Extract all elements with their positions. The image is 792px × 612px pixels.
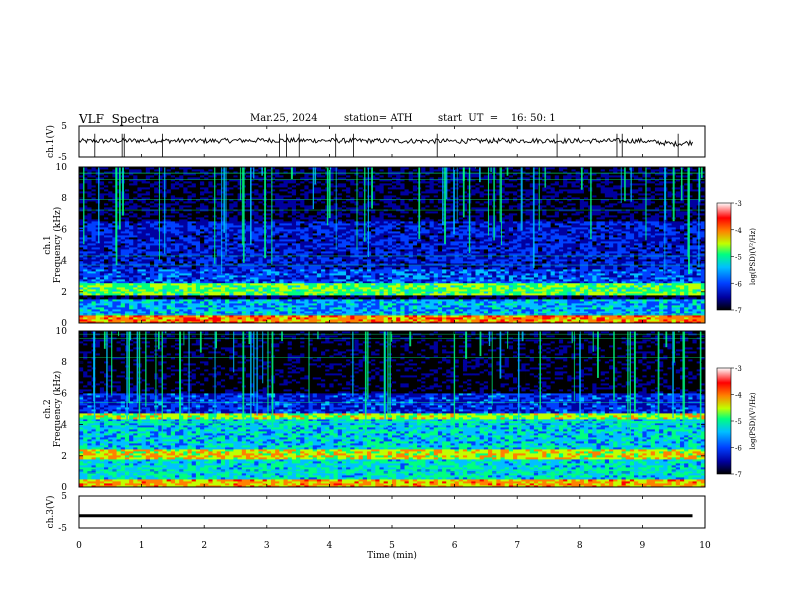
ch1-waveform-ylabel: ch.1(V): [45, 125, 56, 158]
ch1-waveform-trace: [79, 138, 693, 146]
y-tick-label: 5: [61, 122, 67, 132]
y-tick-label: -5: [58, 153, 67, 163]
axis-label-line: ch.1(V): [45, 125, 56, 158]
ch1-spectrogram-image: [79, 167, 705, 323]
